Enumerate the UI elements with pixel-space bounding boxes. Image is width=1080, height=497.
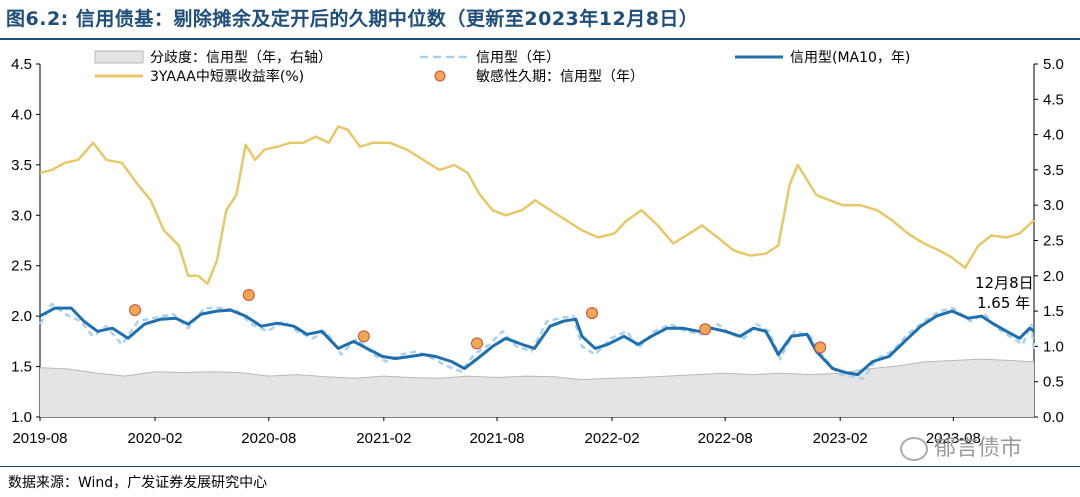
source-note: 数据来源：Wind，广发证券发展研究中心 <box>8 475 268 491</box>
y-left-tick-label: 4.5 <box>11 56 32 73</box>
dual-axis-line-chart: 1.0 1.5 2.0 2.5 3.0 3.5 4.0 4.5 0.0 0.5 1.0 1.5 2.0 2… <box>11 50 1064 447</box>
sensitivity-point <box>814 341 827 354</box>
y-right-tick-label: 1.5 <box>1043 303 1064 320</box>
yield-series-line <box>39 125 1035 286</box>
legend-label-yield: 3YAAA中短票收益率(%) <box>150 68 304 85</box>
y-right-tick-label: 4.5 <box>1043 91 1064 108</box>
legend-swatch-sensitivity <box>434 70 446 82</box>
ma10-series-line <box>39 306 1035 377</box>
watermark-text: 郁言债市 <box>934 436 1023 461</box>
y-right-tick-label: 0.0 <box>1043 409 1064 426</box>
dispersion-line <box>39 358 1035 381</box>
x-tick-label: 2023-08 <box>926 430 981 447</box>
y-left-tick-label: 1.0 <box>11 409 32 426</box>
sensitivity-point <box>699 323 712 336</box>
y-left-tick-label: 2.5 <box>11 258 32 275</box>
y-left-tick-label: 4.0 <box>11 106 32 123</box>
x-tick-label: 2023-02 <box>813 430 868 447</box>
wechat-icon <box>900 437 928 461</box>
annotation-date: 12月8日 <box>975 274 1034 292</box>
y-right-tick-label: 3.0 <box>1043 197 1064 214</box>
legend: 分歧度：信用型（年，右轴） 3YAAA中短票收益率(%) 信用型（年） 敏感性久… <box>94 50 910 85</box>
sensitivity-point <box>586 307 599 320</box>
watermark: 郁言债市 <box>900 430 1022 462</box>
title-divider <box>0 38 1080 40</box>
legend-label-ma10: 信用型(MA10，年) <box>790 50 910 66</box>
x-tick-label: 2021-08 <box>469 430 524 447</box>
x-tick-label: 2022-08 <box>698 430 753 447</box>
y-left-tick-label: 3.0 <box>11 207 32 224</box>
y-left-tick-label: 2.0 <box>11 308 32 325</box>
x-tick-label: 2022-02 <box>584 430 639 447</box>
legend-swatch-dispersion <box>94 50 144 64</box>
y-right-tick-label: 4.0 <box>1043 127 1064 144</box>
sensitivity-point <box>470 337 483 350</box>
legend-label-sensitivity: 敏感性久期：信用型（年） <box>476 68 644 85</box>
x-tick-label: 2021-02 <box>356 430 411 447</box>
sensitivity-point <box>242 288 255 301</box>
y-right-tick-label: 5.0 <box>1043 56 1064 73</box>
y-right-tick-label: 2.0 <box>1043 268 1064 285</box>
annotation-value: 1.65 年 <box>977 294 1030 312</box>
legend-label-dispersion: 分歧度：信用型（年，右轴） <box>150 50 332 66</box>
y-left-tick-label: 3.5 <box>11 157 32 174</box>
y-right-tick-label: 2.5 <box>1043 233 1064 250</box>
footer-divider <box>0 466 1080 467</box>
y-left-tick-label: 1.5 <box>11 359 32 376</box>
dispersion-area <box>40 359 1034 417</box>
duration-series-line <box>38 302 1036 381</box>
x-tick-label: 2020-02 <box>127 430 182 447</box>
y-right-tick-label: 3.5 <box>1043 162 1064 179</box>
y-right-tick-label: 1.0 <box>1043 338 1064 355</box>
x-tick-label: 2019-08 <box>12 430 67 447</box>
sensitivity-point <box>357 330 370 343</box>
series-layer <box>38 125 1036 417</box>
chart-title: 图6.2: 信用债基：剔除摊余及定开后的久期中位数（更新至2023年12月8日） <box>6 8 699 30</box>
x-tick-label: 2020-08 <box>241 430 296 447</box>
legend-label-duration: 信用型（年） <box>476 50 560 66</box>
y-right-tick-label: 0.5 <box>1043 374 1064 391</box>
sensitivity-point <box>129 304 142 317</box>
axes-layer: 1.0 1.5 2.0 2.5 3.0 3.5 4.0 4.5 0.0 0.5 1.0 1.5 2.0 2… <box>11 56 1064 447</box>
